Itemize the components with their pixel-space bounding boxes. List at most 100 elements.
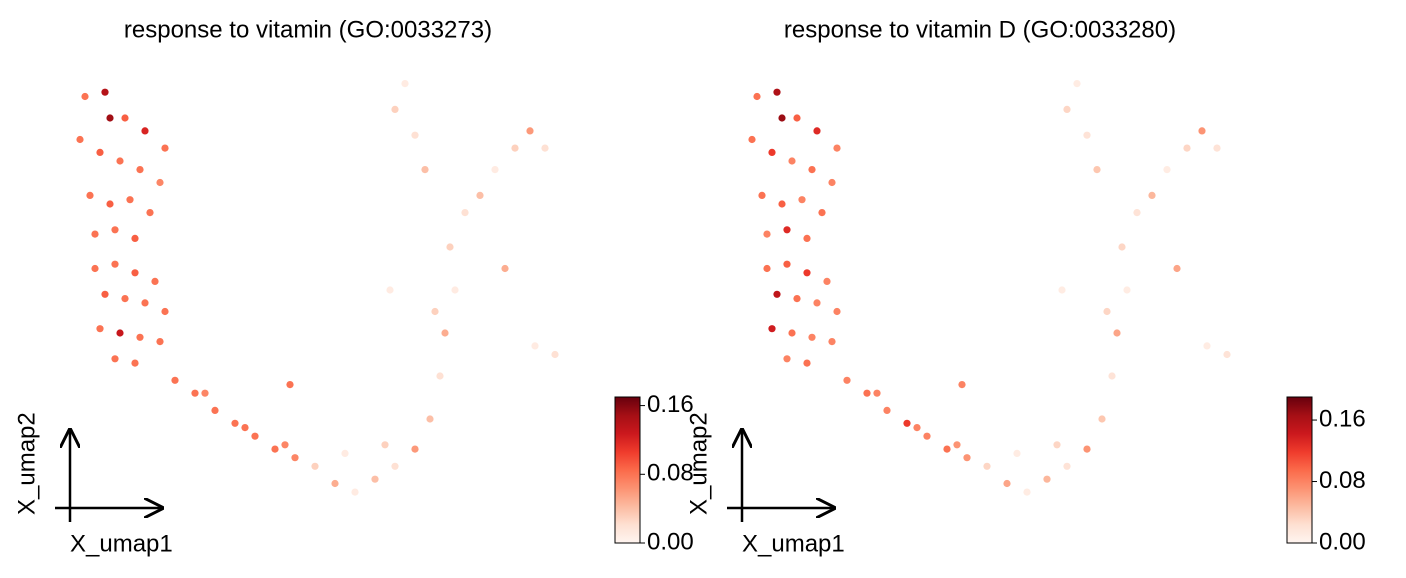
colorbar-tick-label: 0.16 bbox=[647, 391, 694, 418]
point bbox=[311, 462, 319, 470]
point bbox=[146, 209, 154, 217]
point bbox=[86, 191, 94, 199]
point bbox=[106, 114, 114, 122]
point bbox=[1063, 105, 1071, 113]
point bbox=[798, 196, 806, 204]
point bbox=[251, 432, 259, 440]
point bbox=[768, 325, 776, 333]
point bbox=[1108, 372, 1116, 380]
point bbox=[426, 415, 434, 423]
point bbox=[773, 88, 781, 96]
point bbox=[748, 135, 756, 144]
point bbox=[451, 286, 459, 294]
point bbox=[1213, 144, 1221, 152]
point bbox=[758, 191, 766, 199]
point bbox=[803, 359, 811, 367]
point bbox=[813, 299, 821, 307]
point bbox=[768, 148, 776, 156]
chart-title: response to vitamin (GO:0033273) bbox=[124, 16, 492, 43]
point bbox=[381, 441, 389, 449]
point bbox=[131, 359, 139, 367]
point bbox=[171, 376, 179, 384]
point bbox=[91, 230, 99, 238]
point bbox=[883, 406, 891, 414]
point bbox=[531, 342, 539, 350]
point bbox=[1133, 209, 1141, 217]
point bbox=[446, 243, 454, 251]
point bbox=[136, 333, 144, 341]
point bbox=[281, 441, 289, 449]
point bbox=[808, 333, 816, 341]
point bbox=[823, 277, 831, 285]
point bbox=[1098, 415, 1106, 423]
point bbox=[863, 389, 871, 397]
point bbox=[808, 166, 816, 174]
point bbox=[511, 144, 519, 152]
point bbox=[1163, 166, 1171, 174]
point bbox=[76, 135, 84, 144]
colorbar-tick-label: 0.00 bbox=[647, 528, 694, 555]
point bbox=[1148, 191, 1156, 199]
point bbox=[411, 445, 419, 453]
point bbox=[1103, 307, 1111, 316]
point bbox=[1003, 479, 1011, 488]
point bbox=[828, 178, 836, 187]
point bbox=[1198, 127, 1206, 135]
point bbox=[131, 269, 139, 277]
point bbox=[436, 372, 444, 380]
point bbox=[843, 376, 851, 384]
point bbox=[1053, 441, 1061, 449]
point bbox=[1118, 243, 1126, 251]
point bbox=[793, 295, 801, 303]
point bbox=[231, 419, 239, 427]
point bbox=[813, 127, 821, 135]
point bbox=[1043, 475, 1051, 483]
point bbox=[1023, 488, 1031, 496]
point bbox=[903, 419, 911, 427]
point bbox=[111, 260, 119, 268]
point bbox=[783, 260, 791, 268]
x-axis-label: X_umap1 bbox=[70, 530, 173, 557]
point bbox=[341, 449, 349, 457]
point bbox=[156, 338, 164, 346]
point bbox=[461, 209, 469, 217]
point bbox=[1058, 286, 1066, 294]
y-axis-label: X_umap2 bbox=[685, 412, 712, 515]
point bbox=[923, 432, 931, 440]
point bbox=[983, 462, 991, 470]
point bbox=[126, 196, 134, 204]
x-axis-label: X_umap1 bbox=[742, 530, 845, 557]
point bbox=[241, 424, 249, 432]
point bbox=[141, 299, 149, 307]
point bbox=[1173, 264, 1181, 273]
point bbox=[351, 488, 359, 496]
point bbox=[753, 92, 761, 101]
point bbox=[803, 269, 811, 277]
point bbox=[773, 290, 781, 298]
point bbox=[501, 264, 509, 273]
point bbox=[1223, 350, 1231, 359]
point bbox=[958, 381, 966, 389]
point bbox=[788, 157, 796, 165]
panel: response to vitamin (GO:0033273) X_umap1 X… bbox=[13, 16, 693, 557]
point bbox=[271, 445, 279, 453]
colorbar-tick-label: 0.08 bbox=[647, 460, 694, 487]
point bbox=[793, 114, 801, 122]
point bbox=[1093, 166, 1101, 174]
point bbox=[96, 148, 104, 156]
point bbox=[131, 234, 139, 242]
point bbox=[201, 389, 209, 397]
point bbox=[161, 307, 169, 316]
point bbox=[953, 441, 961, 449]
point bbox=[106, 200, 114, 208]
point bbox=[101, 88, 109, 96]
point bbox=[551, 350, 559, 359]
point bbox=[121, 114, 129, 122]
point bbox=[136, 166, 144, 174]
point bbox=[788, 329, 796, 337]
chart-title: response to vitamin D (GO:0033280) bbox=[784, 16, 1176, 43]
point bbox=[828, 338, 836, 346]
point bbox=[1083, 445, 1091, 453]
colorbar-tick-label: 0.16 bbox=[1319, 405, 1366, 432]
